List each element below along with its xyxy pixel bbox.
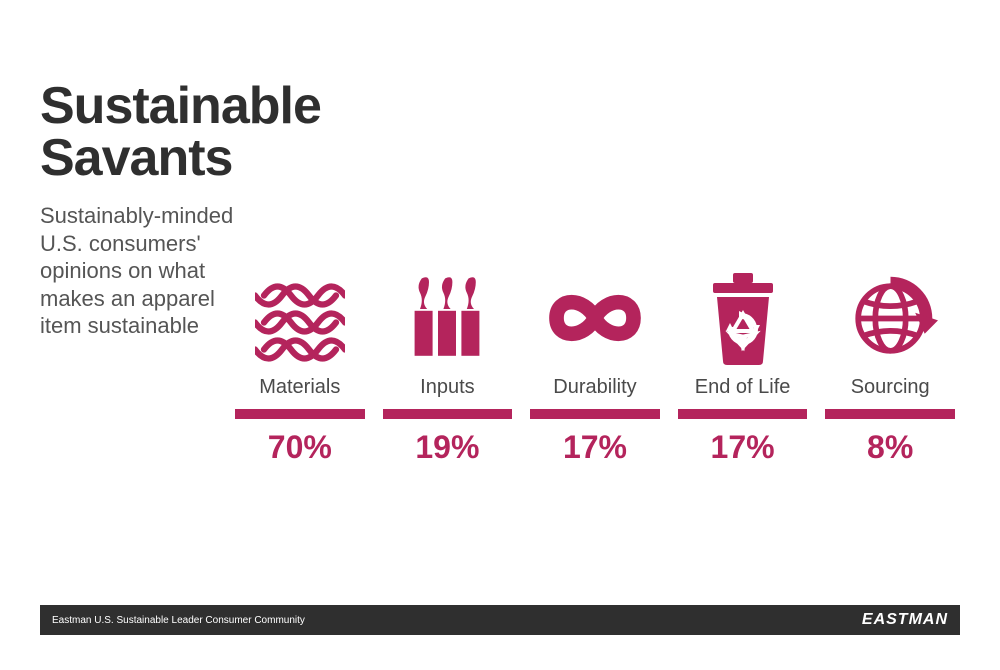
- item-materials: Materials 70%: [235, 268, 365, 466]
- footer-bar: Eastman U.S. Sustainable Leader Consumer…: [40, 605, 960, 635]
- item-durability: Durability 17%: [530, 268, 660, 466]
- item-bar: [383, 409, 513, 419]
- item-label: End of Life: [695, 376, 791, 399]
- item-end-of-life: End of Life 17%: [678, 268, 808, 466]
- fabric-mesh-icon: [235, 268, 365, 368]
- item-value: 17%: [563, 429, 627, 466]
- item-bar: [235, 409, 365, 419]
- globe-arrow-icon: [825, 268, 955, 368]
- item-bar: [678, 409, 808, 419]
- item-inputs: Inputs 19%: [383, 268, 513, 466]
- infinity-icon: [530, 268, 660, 368]
- item-label: Durability: [553, 376, 636, 399]
- subtitle: Sustainably-minded U.S. consumers' opini…: [40, 202, 240, 340]
- item-bar: [530, 409, 660, 419]
- infographic-row: Materials 70% Inputs: [235, 268, 955, 466]
- item-value: 8%: [867, 429, 913, 466]
- item-label: Sourcing: [851, 376, 930, 399]
- brand-logo: EASTMAN: [862, 611, 948, 629]
- item-sourcing: Sourcing 8%: [825, 268, 955, 466]
- item-label: Materials: [259, 376, 340, 399]
- item-label: Inputs: [420, 376, 474, 399]
- factory-icon: [383, 268, 513, 368]
- page-title: SustainableSavants: [40, 80, 960, 184]
- item-value: 17%: [711, 429, 775, 466]
- item-value: 19%: [415, 429, 479, 466]
- recycle-bin-icon: [678, 268, 808, 368]
- slide: SustainableSavants Sustainably-minded U.…: [0, 0, 1000, 670]
- footer-source: Eastman U.S. Sustainable Leader Consumer…: [52, 615, 305, 626]
- item-bar: [825, 409, 955, 419]
- item-value: 70%: [268, 429, 332, 466]
